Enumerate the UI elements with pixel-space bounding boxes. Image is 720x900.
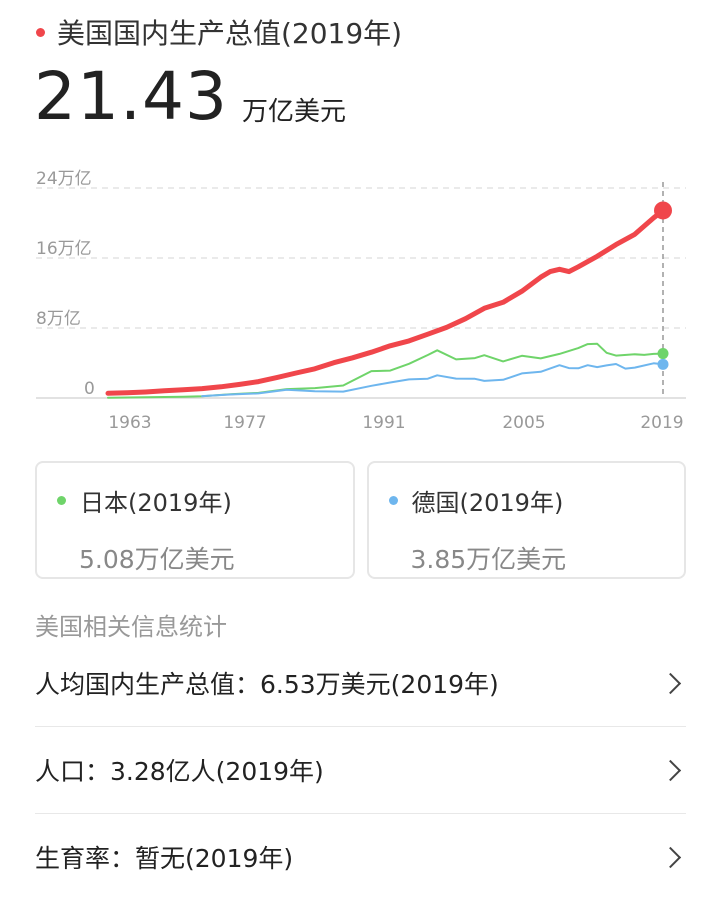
series-line-2 [201, 362, 664, 398]
chevron-right-icon [659, 672, 682, 694]
chevron-right-icon [659, 846, 682, 868]
gdp-unit: 万亿美元 [241, 97, 346, 127]
title-dot-icon [36, 27, 45, 37]
page-title: 美国国内生产总值(2019年) [36, 12, 402, 52]
title-text: 美国国内生产总值(2019年) [57, 17, 403, 50]
x-tick-label: 2005 [502, 413, 545, 433]
stat-text: 人均国内生产总值：6.53万美元(2019年) [35, 670, 499, 699]
y-tick-label: 8万亿 [36, 309, 81, 329]
y-tick-label: 16万亿 [36, 239, 92, 259]
comparison-card-germany[interactable]: 德国(2019年) 3.85万亿美元 [366, 461, 686, 579]
series-end-point-1 [657, 348, 669, 360]
chevron-right-icon [659, 759, 682, 781]
stat-text: 人口：3.28亿人(2019年) [35, 757, 324, 786]
card-value: 5.08万亿美元 [79, 545, 235, 574]
stat-row-fertility-rate[interactable]: 生育率：暂无(2019年) [35, 814, 686, 900]
y-tick-label: 24万亿 [36, 169, 92, 189]
stat-text: 生育率：暂无(2019年) [35, 844, 294, 873]
x-tick-label: 2019 [640, 413, 683, 433]
series-line-0 [105, 208, 666, 396]
related-stats-list: 人均国内生产总值：6.53万美元(2019年) 人口：3.28亿人(2019年)… [35, 640, 686, 900]
gdp-value: 21.43 [34, 58, 228, 135]
section-title: 美国相关信息统计 [35, 613, 227, 641]
card-label: 日本(2019年) [80, 489, 232, 517]
japan-dot-icon [57, 496, 66, 505]
card-label: 德国(2019年) [411, 489, 564, 517]
main-value: 21.43 万亿美元 [34, 64, 346, 130]
comparison-card-japan[interactable]: 日本(2019年) 5.08万亿美元 [35, 461, 355, 579]
x-tick-label: 1977 [223, 413, 266, 433]
series-end-point-2 [657, 358, 669, 370]
x-tick-label: 1963 [108, 413, 151, 433]
stat-row-gdp-per-capita[interactable]: 人均国内生产总值：6.53万美元(2019年) [35, 640, 686, 727]
germany-dot-icon [388, 496, 398, 505]
card-value: 3.85万亿美元 [410, 545, 567, 574]
series-end-point-0 [654, 201, 672, 220]
y-tick-label: 0 [84, 379, 95, 399]
x-tick-label: 1991 [362, 413, 405, 433]
comparison-cards: 日本(2019年) 5.08万亿美元 德国(2019年) 3.85万亿美元 [35, 461, 686, 579]
gdp-line-chart: 24万亿 16万亿 8万亿 0 1963 1977 1991 2005 2019 [36, 169, 686, 433]
stat-row-population[interactable]: 人口：3.28亿人(2019年) [35, 727, 686, 814]
